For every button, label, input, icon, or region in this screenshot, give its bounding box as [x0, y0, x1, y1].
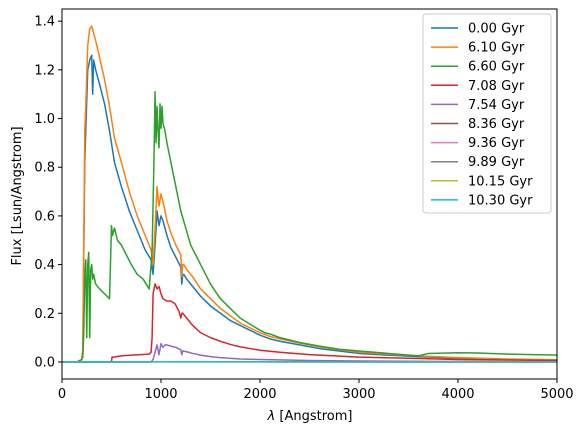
- plot-lines: [62, 25, 557, 363]
- x-axis-label-symbol: λ: [267, 409, 276, 424]
- y-tick-label: 0.2: [34, 307, 55, 322]
- legend-label-8: 10.15 Gyr: [468, 174, 533, 189]
- x-tick-label: 0: [58, 387, 66, 402]
- y-axis-label: Flux [Lsun/Angstrom]: [10, 126, 25, 265]
- series-line-0: [62, 54, 557, 363]
- axes-frame: [61, 8, 558, 380]
- series-line-1: [62, 25, 557, 363]
- x-tick-label: 5000: [540, 387, 573, 402]
- legend: 0.00 Gyr 6.10 Gyr 6.60 Gyr 7.08 Gyr 7.54 Gyr…: [422, 13, 552, 214]
- legend-label-6: 9.36 Gyr: [468, 136, 525, 151]
- y-tick-label: 1.2: [34, 63, 55, 78]
- y-tick-label: 1.0: [34, 112, 55, 127]
- x-tick-label: 4000: [441, 387, 474, 402]
- y-axis-ticks: 0.0 0.2 0.4 0.6 0.8 1.0 1.2 1.4: [34, 15, 62, 370]
- y-tick-label: 0.6: [34, 209, 55, 224]
- y-tick-label: 0.0: [34, 355, 55, 370]
- legend-label-0: 0.00 Gyr: [468, 22, 525, 37]
- legend-box: [422, 13, 552, 214]
- y-tick-label: 0.4: [34, 258, 55, 273]
- series-line-2: [62, 91, 557, 363]
- legend-label-1: 6.10 Gyr: [468, 41, 525, 56]
- x-tick-label: 2000: [243, 387, 276, 402]
- legend-label-3: 7.08 Gyr: [468, 79, 525, 94]
- legend-label-4: 7.54 Gyr: [468, 98, 525, 113]
- x-tick-label: 1000: [144, 387, 177, 402]
- y-tick-label: 1.4: [34, 15, 55, 30]
- x-axis-label-text: [Angstrom]: [275, 409, 352, 424]
- x-tick-label: 3000: [342, 387, 375, 402]
- legend-label-5: 8.36 Gyr: [468, 117, 525, 132]
- x-axis-label: λ [Angstrom]: [267, 409, 353, 424]
- x-axis-ticks: 0 1000 2000 3000 4000 5000: [58, 379, 574, 402]
- y-tick-label: 0.8: [34, 161, 55, 176]
- legend-label-7: 9.89 Gyr: [468, 155, 525, 170]
- legend-label-9: 10.30 Gyr: [468, 193, 533, 208]
- series-line-3: [62, 283, 557, 363]
- legend-label-2: 6.60 Gyr: [468, 60, 525, 75]
- series-line-4: [62, 342, 557, 363]
